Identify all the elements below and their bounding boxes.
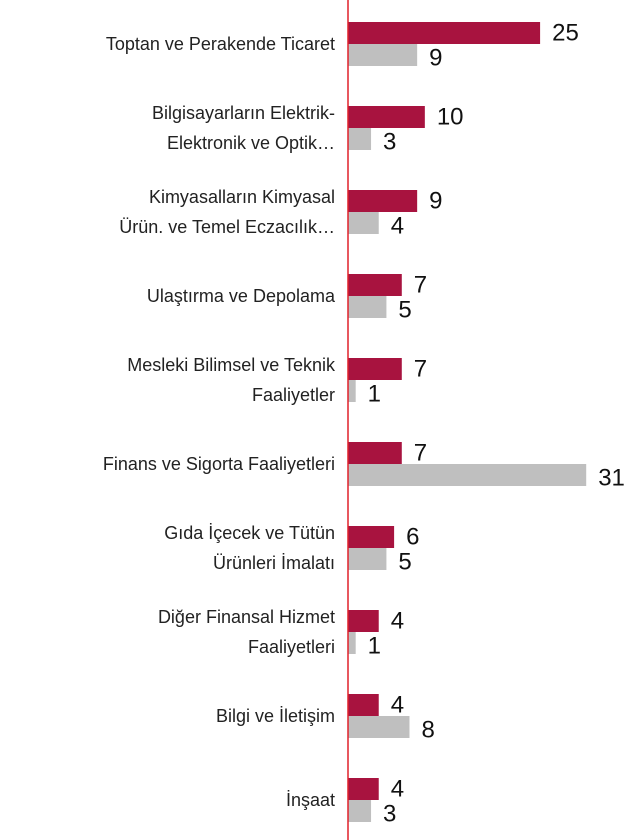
category-label: Bilgisayarların Elektrik- Elektronik ve … xyxy=(151,103,335,153)
category-label: İnşaat xyxy=(285,790,335,810)
bar xyxy=(348,800,372,822)
value-label: 8 xyxy=(421,716,434,743)
bar xyxy=(348,694,379,716)
value-label: 5 xyxy=(398,296,411,323)
category-label: Mesleki Bilimsel ve Teknik Faaliyetler xyxy=(127,355,335,405)
category-label: Toptan ve Perakende Ticaret xyxy=(105,34,335,54)
bar xyxy=(348,632,356,654)
bar xyxy=(348,442,402,464)
value-label: 4 xyxy=(391,775,404,802)
bar xyxy=(348,464,587,486)
bar xyxy=(348,106,425,128)
bar xyxy=(348,212,379,234)
value-label: 9 xyxy=(429,187,442,214)
category-label: Bilgi ve İletişim xyxy=(215,706,335,726)
category-label: Gıda İçecek ve Tütün Ürünleri İmalatı xyxy=(164,523,335,573)
bar xyxy=(348,22,541,44)
value-label: 7 xyxy=(414,355,427,382)
value-label: 5 xyxy=(398,548,411,575)
category-label: Ulaştırma ve Depolama xyxy=(146,286,335,306)
value-label: 4 xyxy=(391,212,404,239)
value-label: 1 xyxy=(368,632,381,659)
value-label: 4 xyxy=(391,691,404,718)
bar xyxy=(348,380,356,402)
category-label: Diğer Finansal Hizmet Faaliyetleri xyxy=(157,607,335,657)
value-label: 9 xyxy=(429,44,442,71)
value-label: 7 xyxy=(414,271,427,298)
value-label: 7 xyxy=(414,439,427,466)
value-label: 25 xyxy=(552,19,579,46)
bar xyxy=(348,128,372,150)
bar xyxy=(348,274,402,296)
bar xyxy=(348,716,410,738)
category-label: Kimyasalların Kimyasal Ürün. ve Temel Ec… xyxy=(119,187,335,237)
bar xyxy=(348,190,418,212)
bar xyxy=(348,296,387,318)
value-label: 1 xyxy=(368,380,381,407)
value-label: 4 xyxy=(391,607,404,634)
value-label: 3 xyxy=(383,800,396,827)
value-label: 3 xyxy=(383,128,396,155)
bar xyxy=(348,778,379,800)
value-label: 6 xyxy=(406,523,419,550)
bar xyxy=(348,610,379,632)
bar xyxy=(348,358,402,380)
value-label: 31 xyxy=(598,464,625,491)
bar xyxy=(348,526,395,548)
category-label: Finans ve Sigorta Faaliyetleri xyxy=(102,454,335,474)
value-label: 10 xyxy=(437,103,464,130)
bar xyxy=(348,548,387,570)
bar xyxy=(348,44,418,66)
